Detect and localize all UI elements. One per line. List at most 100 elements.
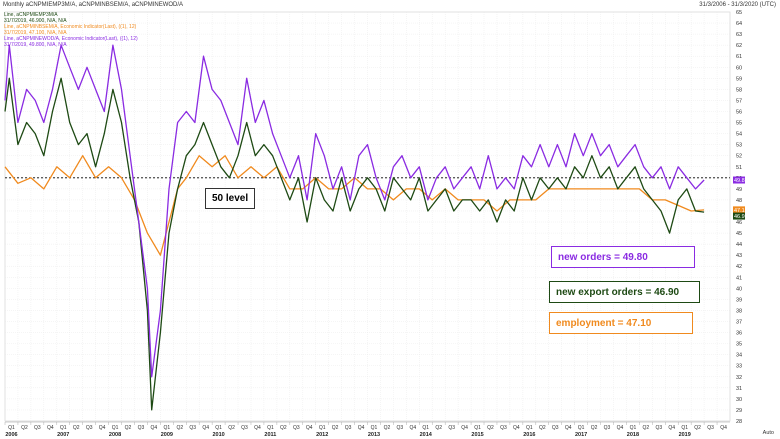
x-year-label: 2011 <box>264 432 276 438</box>
x-quarter-label: Q3 <box>448 425 455 431</box>
x-year-label: 2015 <box>471 432 483 438</box>
x-quarter-label: Q3 <box>138 425 145 431</box>
x-quarter-label: Q4 <box>513 425 520 431</box>
x-quarter-label: Q1 <box>8 425 15 431</box>
legend-employment-values: 31/7/2019, 47.100, N/A, N/A <box>4 30 67 36</box>
x-year-label: 2006 <box>5 432 17 438</box>
x-quarter-label: Q2 <box>21 425 28 431</box>
x-year-label: 2010 <box>212 432 224 438</box>
x-quarter-label: Q3 <box>34 425 41 431</box>
y-tick-label: 32 <box>736 375 742 381</box>
x-quarter-label: Q4 <box>254 425 261 431</box>
x-quarter-label: Q4 <box>617 425 624 431</box>
y-tick-label: 36 <box>736 331 742 337</box>
x-quarter-label: Q2 <box>643 425 650 431</box>
y-tick-label: 45 <box>736 231 742 237</box>
chart-title: Monthly aCNPMIEMP3M/A, aCNPMINBSEM/A, aC… <box>3 2 184 8</box>
fifty-level-label: 50 level <box>205 188 256 209</box>
x-year-label: 2007 <box>57 432 69 438</box>
legend-employment-name: Line, aCNPMINBSEM/A, Economic Indicator(… <box>4 24 137 30</box>
y-tick-label: 30 <box>736 397 742 403</box>
y-tick-label: 46 <box>736 220 742 226</box>
x-quarter-label: Q4 <box>151 425 158 431</box>
grid <box>4 11 731 422</box>
x-quarter-label: Q4 <box>461 425 468 431</box>
y-tick-label: 64 <box>736 21 742 27</box>
last-value-tags: 49.8 47.146.9 <box>733 176 745 220</box>
x-year-label: 2017 <box>575 432 587 438</box>
y-tick-label: 42 <box>736 264 742 270</box>
y-tick-label: 65 <box>736 10 742 16</box>
y-tick-label: 39 <box>736 297 742 303</box>
series-line-new-export-orders <box>4 77 705 411</box>
y-tick-label: 34 <box>736 353 742 359</box>
y-tick-label: 33 <box>736 364 742 370</box>
y-tick-label: 35 <box>736 342 742 348</box>
x-quarter-label: Q4 <box>565 425 572 431</box>
y-tick-label: 49 <box>736 187 742 193</box>
x-year-label: 2018 <box>627 432 639 438</box>
y-tick-label: 59 <box>736 76 742 82</box>
x-quarter-label: Q4 <box>409 425 416 431</box>
y-tick-label: 28 <box>736 419 742 425</box>
y-tick-label: 44 <box>736 242 742 248</box>
x-quarter-label: Q2 <box>384 425 391 431</box>
last-value-new-orders-bg <box>733 176 745 184</box>
x-year-label: 2013 <box>368 432 380 438</box>
x-quarter-label: Q3 <box>293 425 300 431</box>
legend-new-orders-values: 31/7/2019, 49.800, N/A, N/A <box>4 42 67 48</box>
date-range: 31/3/2006 - 31/3/2020 (UTC) <box>699 2 776 8</box>
x-quarter-label: Q3 <box>655 425 662 431</box>
x-quarter-label: Q2 <box>487 425 494 431</box>
y-tick-label: 41 <box>736 275 742 281</box>
last-value-export-orders-bg <box>733 212 745 220</box>
y-tick-label: 40 <box>736 286 742 292</box>
x-year-label: 2008 <box>109 432 121 438</box>
x-quarter-label: Q4 <box>358 425 365 431</box>
y-tick-label: 58 <box>736 87 742 93</box>
last-value-employment-bg <box>733 206 745 214</box>
x-quarter-label: Q4 <box>47 425 54 431</box>
last-value-new-orders: 49.8 <box>734 178 745 184</box>
last-value-export-orders: 46.9 <box>734 214 745 220</box>
x-quarter-label: Q2 <box>591 425 598 431</box>
x-quarter-label: Q2 <box>332 425 339 431</box>
auto-scale-label[interactable]: Auto <box>762 430 774 436</box>
x-year-label: 2012 <box>316 432 328 438</box>
x-quarter-label: Q1 <box>630 425 637 431</box>
x-quarter-label: Q4 <box>306 425 313 431</box>
x-year-label: 2016 <box>523 432 535 438</box>
x-year-label: 2009 <box>161 432 173 438</box>
x-quarter-label: Q1 <box>163 425 170 431</box>
y-tick-label: 31 <box>736 386 742 392</box>
y-tick-label: 43 <box>736 253 742 259</box>
x-quarter-label: Q4 <box>720 425 727 431</box>
x-quarter-label: Q2 <box>694 425 701 431</box>
x-quarter-label: Q1 <box>215 425 222 431</box>
x-quarter-label: Q1 <box>112 425 119 431</box>
legend-export-name: Line, aCNPMIEMP3M/A <box>4 12 58 18</box>
x-quarter-label: Q3 <box>604 425 611 431</box>
y-tick-label: 63 <box>736 32 742 38</box>
new-orders-annotation: new orders = 49.80 <box>551 246 695 268</box>
x-quarter-label: Q3 <box>86 425 93 431</box>
y-tick-label: 29 <box>736 408 742 414</box>
x-quarter-label: Q4 <box>202 425 209 431</box>
x-quarter-label: Q2 <box>539 425 546 431</box>
y-tick-label: 57 <box>736 98 742 104</box>
legend-export-values: 31/7/2019, 46.900, N/A, N/A <box>4 18 67 24</box>
x-quarter-label: Q2 <box>280 425 287 431</box>
x-quarter-label: Q2 <box>125 425 132 431</box>
x-quarter-label: Q1 <box>681 425 688 431</box>
x-quarter-label: Q2 <box>73 425 80 431</box>
x-quarter-label: Q4 <box>99 425 106 431</box>
y-tick-label: 38 <box>736 308 742 314</box>
x-quarter-label: Q4 <box>668 425 675 431</box>
x-quarter-label: Q1 <box>578 425 585 431</box>
x-quarter-label: Q1 <box>422 425 429 431</box>
y-tick-label: 55 <box>736 121 742 127</box>
x-quarter-label: Q2 <box>435 425 442 431</box>
x-year-label: 2019 <box>679 432 691 438</box>
